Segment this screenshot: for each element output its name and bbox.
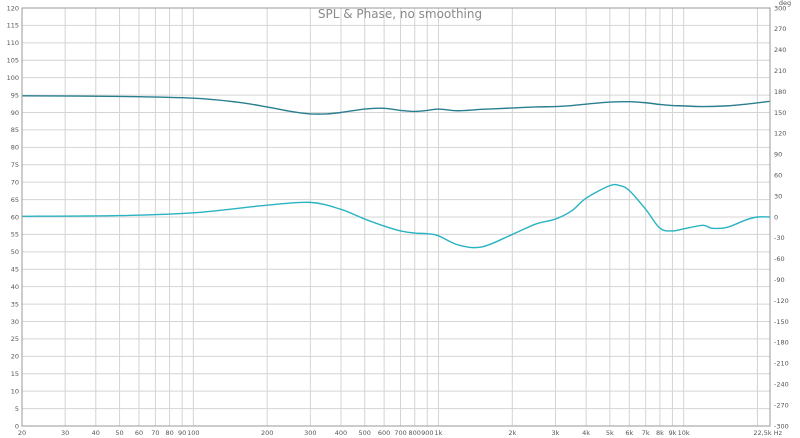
left-tick-label: 110 <box>7 39 19 47</box>
left-tick-label: 75 <box>11 161 19 169</box>
x-tick-label: 8k <box>656 429 664 437</box>
x-tick-label: 200 <box>261 429 273 437</box>
left-tick-label: 30 <box>11 318 19 326</box>
x-tick-label: 70 <box>151 429 159 437</box>
right-tick-label: -300 <box>774 422 789 430</box>
left-tick-label: 95 <box>11 91 19 99</box>
right-tick-label: 300 <box>774 4 786 12</box>
x-tick-label: 9k <box>668 429 676 437</box>
left-tick-label: 50 <box>11 248 19 256</box>
x-tick-label: 3k <box>552 429 560 437</box>
x-tick-label: 22,5k Hz <box>753 429 782 437</box>
x-tick-label: 80 <box>165 429 173 437</box>
phase-series-line <box>21 183 771 249</box>
left-tick-label: 0 <box>15 422 19 430</box>
x-tick-label: 600 <box>378 429 390 437</box>
right-tick-label: 180 <box>774 88 786 96</box>
x-tick-label: 40 <box>92 429 100 437</box>
right-tick-label: -120 <box>774 297 789 305</box>
right-tick-label: 30 <box>774 192 782 200</box>
left-tick-label: 15 <box>11 370 19 378</box>
right-axis-ticks: -300-270-240-210-180-150-120-90-60-30030… <box>774 4 789 430</box>
right-tick-label: 60 <box>774 172 782 180</box>
x-tick-label: 7k <box>642 429 650 437</box>
x-tick-label: 500 <box>358 429 370 437</box>
left-tick-label: 35 <box>11 300 19 308</box>
x-tick-label: 800 <box>409 429 421 437</box>
chart-title: SPL & Phase, no smoothing <box>318 7 482 21</box>
right-tick-label: -150 <box>774 318 789 326</box>
x-tick-label: 90 <box>178 429 186 437</box>
x-tick-label: 700 <box>394 429 406 437</box>
x-tick-label: 900 <box>421 429 433 437</box>
left-tick-label: 65 <box>11 196 19 204</box>
left-tick-label: 5 <box>15 405 19 413</box>
left-tick-label: 90 <box>11 109 19 117</box>
x-tick-label: 1k <box>435 429 443 437</box>
left-tick-label: 120 <box>7 4 19 12</box>
left-tick-label: 45 <box>11 266 19 274</box>
right-axis-unit: deg <box>779 0 791 7</box>
left-tick-label: 55 <box>11 231 19 239</box>
x-tick-label: 30 <box>61 429 69 437</box>
right-tick-label: 270 <box>774 25 786 33</box>
right-tick-label: -30 <box>774 234 785 242</box>
left-tick-label: 20 <box>11 353 19 361</box>
right-tick-label: 120 <box>774 130 786 138</box>
right-tick-label: 150 <box>774 109 786 117</box>
x-tick-label: 4k <box>582 429 590 437</box>
x-tick-label: 400 <box>335 429 347 437</box>
right-tick-label: -210 <box>774 360 789 368</box>
left-axis-ticks: 0 5 10 15 20 25 30 35 40 45 50 55 60 65 70 75 80 85 90 95 10… <box>7 4 19 430</box>
right-tick-label: -180 <box>774 339 789 347</box>
right-tick-label: -60 <box>774 255 785 263</box>
x-tick-label: 60 <box>135 429 143 437</box>
x-axis-ticks: 20 30 40 50 60 70 80 90 100 200 300 400 500 600 700 800… <box>18 429 783 437</box>
left-tick-label: 25 <box>11 335 19 343</box>
left-tick-label: 60 <box>11 213 19 221</box>
left-tick-label: 105 <box>7 57 19 65</box>
x-tick-label: 100 <box>187 429 199 437</box>
series-layer <box>21 95 771 249</box>
spl-series-line <box>21 95 771 115</box>
grid <box>21 7 770 427</box>
right-tick-label: 0 <box>774 213 778 221</box>
left-tick-label: 100 <box>7 74 19 82</box>
right-tick-label: 210 <box>774 67 786 75</box>
right-tick-label: -240 <box>774 381 789 389</box>
x-tick-label: 20 <box>18 429 26 437</box>
x-tick-label: 2k <box>508 429 516 437</box>
left-tick-label: 85 <box>11 126 19 134</box>
right-tick-label: 240 <box>774 46 786 54</box>
left-tick-label: 80 <box>11 144 19 152</box>
x-tick-label: 10k <box>678 429 690 437</box>
x-tick-label: 300 <box>304 429 316 437</box>
x-tick-label: 50 <box>115 429 123 437</box>
plot-frame <box>21 7 771 427</box>
right-tick-label: -270 <box>774 401 789 409</box>
x-tick-label: 5k <box>606 429 614 437</box>
left-tick-label: 115 <box>7 22 19 30</box>
left-tick-label: 10 <box>11 387 19 395</box>
left-tick-label: 40 <box>11 283 19 291</box>
x-tick-label: 6k <box>625 429 633 437</box>
right-tick-label: -90 <box>774 276 785 284</box>
right-tick-label: 90 <box>774 151 782 159</box>
left-tick-label: 70 <box>11 178 19 186</box>
